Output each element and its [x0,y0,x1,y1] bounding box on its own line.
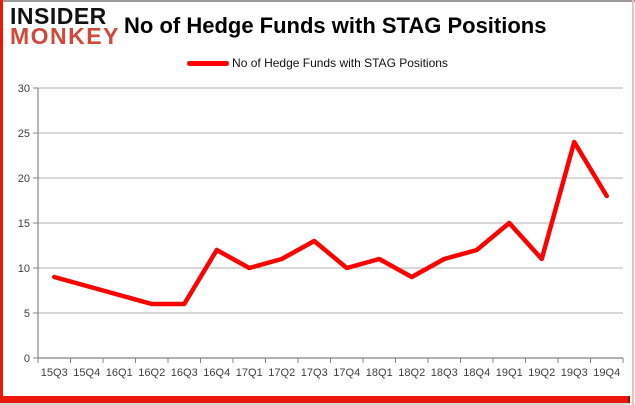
insider-monkey-logo: INSIDER MONKEY [10,3,120,49]
x-tick-label: 16Q3 [171,367,198,379]
frame-border-right [632,0,634,405]
x-tick-label: 15Q4 [73,367,100,379]
y-tick-label: 5 [24,308,30,320]
x-tick-label: 19Q1 [496,367,523,379]
y-tick-label: 25 [18,128,30,140]
chart-legend: No of Hedge Funds with STAG Positions [0,55,635,71]
x-tick-label: 17Q3 [301,367,328,379]
x-tick-label: 18Q4 [463,367,490,379]
x-tick-label: 18Q1 [366,367,393,379]
frame-border-top [0,0,635,2]
x-tick-label: 15Q3 [41,367,68,379]
x-tick-label: 16Q1 [106,367,133,379]
logo-line-insider: INSIDER [10,3,107,29]
legend-swatch [187,60,230,66]
x-tick-label: 16Q2 [138,367,165,379]
x-tick-label: 19Q3 [561,367,588,379]
frame-border-bottom-shadow [0,403,630,405]
logo-line-monkey: MONKEY [10,22,120,49]
x-tick-label: 19Q2 [528,367,555,379]
x-tick-label: 17Q4 [333,367,360,379]
x-tick-label: 19Q4 [593,367,620,379]
y-tick-label: 30 [18,83,30,95]
series-line [52,139,609,307]
frame-border-bottom [0,396,630,403]
y-tick-label: 15 [18,218,30,230]
y-tick-label: 0 [24,353,30,365]
x-tick-label: 17Q2 [268,367,295,379]
y-tick-label: 20 [18,173,30,185]
x-tick-label: 18Q2 [398,367,425,379]
y-tick-label: 10 [18,263,30,275]
frame-border-left [0,0,3,405]
legend-label: No of Hedge Funds with STAG Positions [232,56,448,70]
x-tick-label: 16Q4 [203,367,230,379]
x-tick-label: 17Q1 [236,367,263,379]
x-tick-label: 18Q3 [431,367,458,379]
page-title: No of Hedge Funds with STAG Positions [124,13,547,38]
